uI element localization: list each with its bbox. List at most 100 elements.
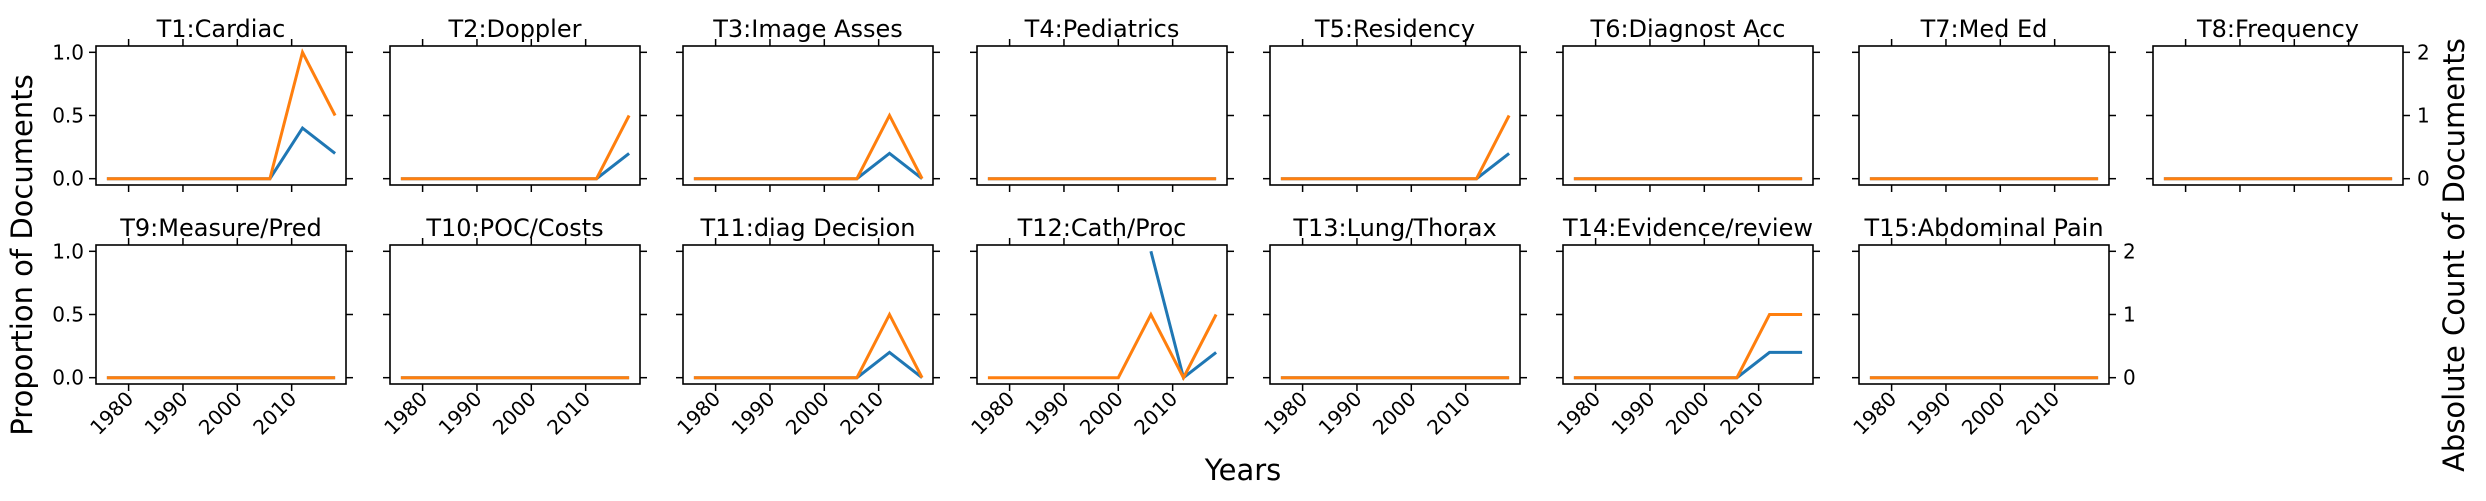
- panel-5: T5:Residency: [1263, 15, 1527, 192]
- panel-title: T12:Cath/Proc: [1017, 214, 1187, 242]
- panel-13: T13:Lung/Thorax 1980 1990 2000 2010: [1259, 214, 1527, 440]
- x-tick-label: 2000: [1368, 387, 1421, 440]
- panel-3: T3:Image Asses: [676, 15, 940, 192]
- series-line-proportion: [1573, 350, 1803, 380]
- x-tick-label: 1990: [1021, 387, 1074, 440]
- panel-title: T1:Cardiac: [156, 15, 286, 43]
- panel-9: T9:Measure/Pred 1980 1990 2000 2010 0.0 0.5 1.0: [52, 214, 353, 440]
- series-line-count: [693, 311, 924, 380]
- y-tick-label-left: 0.0: [52, 366, 84, 390]
- series-line-proportion: [1149, 250, 1218, 381]
- y-tick-label-right: 1: [2123, 303, 2136, 327]
- x-tick-label: 1980: [966, 387, 1019, 440]
- series-line-proportion: [400, 152, 631, 181]
- panel-title: T4:Pediatrics: [1024, 15, 1180, 43]
- x-tick-label: 2000: [1957, 387, 2010, 440]
- series-line-proportion: [693, 350, 924, 380]
- y-tick-label-right: 0: [2417, 167, 2430, 191]
- panel-8: T8:Frequency 0 1 2: [2146, 15, 2430, 192]
- panel-4: T4:Pediatrics: [970, 15, 1234, 192]
- x-tick-label: 1990: [140, 387, 193, 440]
- panel-title: T9:Measure/Pred: [119, 214, 322, 242]
- panel-frame: [1858, 45, 2110, 186]
- panel-title: T7:Med Ed: [1920, 15, 2048, 43]
- y-tick-label-left: 0.0: [52, 167, 84, 191]
- x-tick-label: 2000: [781, 387, 834, 440]
- x-tick-label: 1980: [1259, 387, 1312, 440]
- x-tick-label: 1980: [1848, 387, 1901, 440]
- x-tick-label: 1980: [85, 387, 138, 440]
- panel-title: T14:Evidence/review: [1562, 214, 1813, 242]
- x-tick-label: 1980: [379, 387, 432, 440]
- y-tick-label-right: 2: [2417, 40, 2430, 64]
- panel-title: T8:Frequency: [2196, 15, 2359, 43]
- panel-6: T6:Diagnost Acc: [1556, 15, 1820, 192]
- series-line-proportion: [693, 151, 924, 181]
- y-tick-label-left: 0.5: [52, 303, 84, 327]
- x-tick-label: 2010: [1422, 387, 1475, 440]
- x-tick-label: 2000: [194, 387, 247, 440]
- x-tick-label: 2000: [488, 387, 541, 440]
- panel-7: T7:Med Ed: [1852, 15, 2116, 192]
- panel-frame: [1269, 45, 1521, 186]
- panel-1: T1:Cardiac 0.0 0.5 1.0: [52, 15, 353, 192]
- panel-frame: [1269, 244, 1521, 385]
- x-tick-label: 1990: [434, 387, 487, 440]
- y-tick-label-left: 1.0: [52, 40, 84, 64]
- series-line-proportion: [106, 125, 337, 181]
- panel-12: T12:Cath/Proc 1980 1990 2000 2010: [966, 214, 1234, 440]
- x-tick-label: 2010: [2011, 387, 2064, 440]
- series-line-count: [987, 311, 1218, 381]
- x-tick-label: 1980: [672, 387, 725, 440]
- panel-frame: [682, 45, 934, 186]
- series-line-count: [400, 114, 631, 181]
- x-tick-label: 2000: [1661, 387, 1714, 440]
- panel-title: T2:Doppler: [448, 15, 582, 43]
- series-line-count: [1573, 313, 1803, 380]
- series-line-count: [1280, 114, 1511, 181]
- panel-title: T5:Residency: [1314, 15, 1475, 43]
- x-tick-label: 1990: [1903, 387, 1956, 440]
- y-tick-label-right: 1: [2417, 104, 2430, 128]
- panel-frame: [389, 45, 641, 186]
- panel-14: T14:Evidence/review 1980 1990 2000 2010: [1552, 214, 1820, 440]
- panel-title: T3:Image Asses: [712, 15, 903, 43]
- y-tick-label-left: 1.0: [52, 239, 84, 263]
- x-tick-label: 1980: [1552, 387, 1605, 440]
- y-axis-label-right: Absolute Count of Documents: [2437, 38, 2471, 472]
- panel-frame: [682, 244, 934, 385]
- y-axis-label-left: Proportion of Documents: [5, 74, 39, 435]
- x-tick-label: 2010: [835, 387, 888, 440]
- x-tick-label: 1990: [1607, 387, 1660, 440]
- panel-title: T11:diag Decision: [700, 214, 916, 242]
- x-tick-label: 2000: [1075, 387, 1128, 440]
- panel-frame: [389, 244, 641, 385]
- x-tick-label: 1990: [727, 387, 780, 440]
- panel-title: T13:Lung/Thorax: [1292, 214, 1496, 242]
- panel-11: T11:diag Decision 1980 1990 2000 2010: [672, 214, 940, 440]
- panel-2: T2:Doppler: [383, 15, 647, 192]
- x-tick-label: 2010: [542, 387, 595, 440]
- series-line-count: [693, 112, 924, 181]
- panel-title: T6:Diagnost Acc: [1590, 15, 1786, 43]
- panel-frame: [95, 45, 347, 186]
- y-tick-label-left: 0.5: [52, 104, 84, 128]
- x-tick-label: 2010: [1715, 387, 1768, 440]
- series-line-count: [106, 48, 337, 181]
- y-tick-label-right: 2: [2123, 239, 2136, 263]
- panel-frame: [976, 45, 1228, 186]
- panel-frame: [2152, 45, 2404, 186]
- x-tick-label: 1990: [1314, 387, 1367, 440]
- panel-10: T10:POC/Costs 1980 1990 2000 2010: [379, 214, 647, 440]
- panel-title: T15:Abdominal Pain: [1863, 214, 2103, 242]
- panel-title: T10:POC/Costs: [425, 214, 603, 242]
- x-tick-label: 2010: [1129, 387, 1182, 440]
- panel-frame: [1858, 244, 2110, 385]
- series-line-proportion: [1280, 152, 1511, 181]
- panel-frame: [1562, 45, 1814, 186]
- x-axis-label: Years: [1204, 453, 1282, 487]
- y-tick-label-right: 0: [2123, 366, 2136, 390]
- panel-frame: [1562, 244, 1814, 385]
- x-tick-label: 2010: [248, 387, 301, 440]
- panel-15: T15:Abdominal Pain 1980 1990 2000 2010 0 1 2: [1848, 214, 2136, 440]
